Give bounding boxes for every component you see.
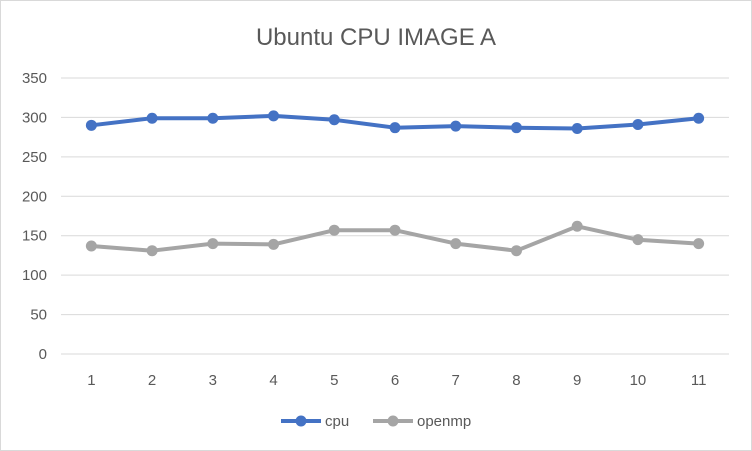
data-point-openmp xyxy=(328,224,340,236)
data-point-openmp xyxy=(146,245,158,257)
legend-marker xyxy=(295,415,307,427)
data-point-openmp xyxy=(510,245,522,257)
legend: cpu openmp xyxy=(281,413,471,430)
data-point-openmp xyxy=(207,238,219,250)
data-point-cpu xyxy=(693,112,705,124)
data-point-cpu xyxy=(268,110,280,122)
data-point-cpu xyxy=(207,112,219,124)
data-point-cpu xyxy=(85,119,97,131)
y-tick-label: 200 xyxy=(22,188,47,205)
x-tick-label: 5 xyxy=(330,372,338,389)
legend-marker xyxy=(387,415,399,427)
x-tick-label: 10 xyxy=(630,372,647,389)
data-point-openmp xyxy=(693,238,705,250)
y-tick-label: 100 xyxy=(22,267,47,284)
data-point-cpu xyxy=(450,120,462,132)
data-point-openmp xyxy=(85,240,97,252)
data-point-cpu xyxy=(328,114,340,126)
data-point-cpu xyxy=(632,119,644,131)
x-tick-label: 1 xyxy=(87,372,95,389)
series-openmp xyxy=(85,220,705,257)
y-tick-label: 50 xyxy=(30,307,47,324)
data-point-cpu xyxy=(389,122,401,134)
data-point-cpu xyxy=(146,112,158,124)
data-point-openmp xyxy=(450,238,462,250)
y-tick-label: 250 xyxy=(22,149,47,166)
x-tick-label: 7 xyxy=(452,372,460,389)
chart-title: Ubuntu CPU IMAGE A xyxy=(256,24,496,51)
x-tick-label: 11 xyxy=(691,372,707,389)
data-point-cpu xyxy=(571,122,583,134)
gridlines xyxy=(61,77,729,316)
y-tick-label: 150 xyxy=(22,228,47,245)
data-point-cpu xyxy=(510,122,522,134)
data-point-openmp xyxy=(268,238,280,250)
x-tick-label: 9 xyxy=(573,372,581,389)
x-tick-label: 3 xyxy=(209,372,217,389)
x-tick-label: 4 xyxy=(269,372,277,389)
data-point-openmp xyxy=(389,224,401,236)
legend-label: openmp xyxy=(417,413,471,430)
x-axis: 1 2 3 4 5 6 7 8 9 10 11 xyxy=(61,353,729,389)
y-axis: 0 50 100 150 200 250 300 350 xyxy=(22,70,47,363)
y-tick-label: 350 xyxy=(22,70,47,87)
data-point-openmp xyxy=(571,220,583,232)
series-lines xyxy=(85,110,705,257)
x-tick-label: 8 xyxy=(512,372,520,389)
data-point-openmp xyxy=(632,234,644,246)
legend-label: cpu xyxy=(325,413,349,430)
legend-item-openmp: openmp xyxy=(373,413,471,430)
x-tick-label: 2 xyxy=(148,372,156,389)
series-cpu xyxy=(85,110,705,134)
x-tick-label: 6 xyxy=(391,372,399,389)
y-tick-label: 0 xyxy=(39,346,47,363)
y-tick-label: 300 xyxy=(22,109,47,126)
legend-item-cpu: cpu xyxy=(281,413,349,430)
